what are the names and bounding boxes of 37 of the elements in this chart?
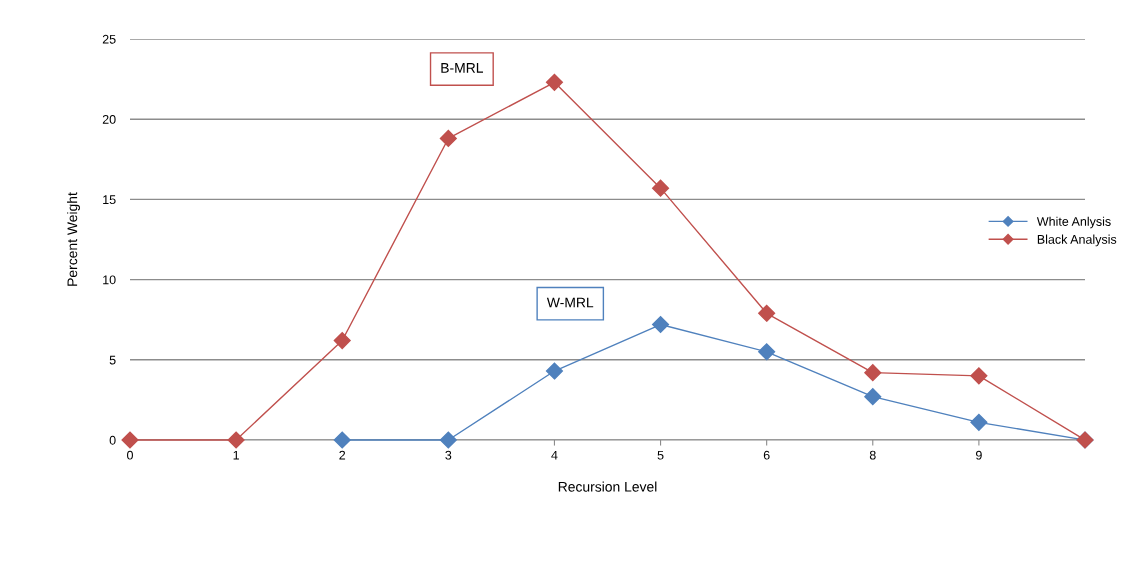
point — [652, 179, 670, 197]
point — [758, 343, 776, 361]
x-tick-label: 6 — [763, 450, 770, 460]
y-tick-label: 15 — [103, 195, 116, 205]
x-tick-label: 3 — [445, 450, 452, 460]
y-axis-title: Percent Weight — [67, 192, 80, 286]
x-tick-label: 2 — [339, 450, 346, 460]
point — [333, 331, 351, 350]
legend-label: White Anlysis — [1036, 216, 1111, 229]
annotation: B-MRL — [441, 63, 484, 73]
point — [545, 362, 563, 380]
x-axis-title: Recursion Level — [558, 481, 657, 492]
point — [333, 431, 351, 449]
x-tick-label: 1 — [233, 450, 239, 460]
point — [652, 315, 670, 334]
x-tick-label: 0 — [127, 450, 133, 460]
x-tick-label: 5 — [657, 450, 664, 460]
point — [439, 431, 457, 449]
x-tick-label: 8 — [869, 450, 876, 460]
x-tick-label: 4 — [551, 450, 558, 460]
point — [227, 431, 245, 449]
y-tick-label: 20 — [102, 115, 116, 124]
point — [970, 367, 988, 385]
y-tick-label: 0 — [109, 435, 116, 445]
point — [545, 73, 563, 91]
y-tick-label: 10 — [103, 275, 116, 285]
point — [121, 431, 139, 449]
x-tick-label: 9 — [976, 450, 982, 460]
point — [439, 129, 457, 147]
y-tick-label: 5 — [109, 355, 116, 365]
annotation: W-MRL — [546, 297, 594, 308]
legend-label: Black Analysis — [1037, 234, 1117, 247]
y-tick-label: 25 — [102, 34, 116, 44]
point — [864, 364, 882, 382]
point — [758, 304, 776, 322]
point — [970, 413, 988, 431]
point — [864, 388, 882, 406]
